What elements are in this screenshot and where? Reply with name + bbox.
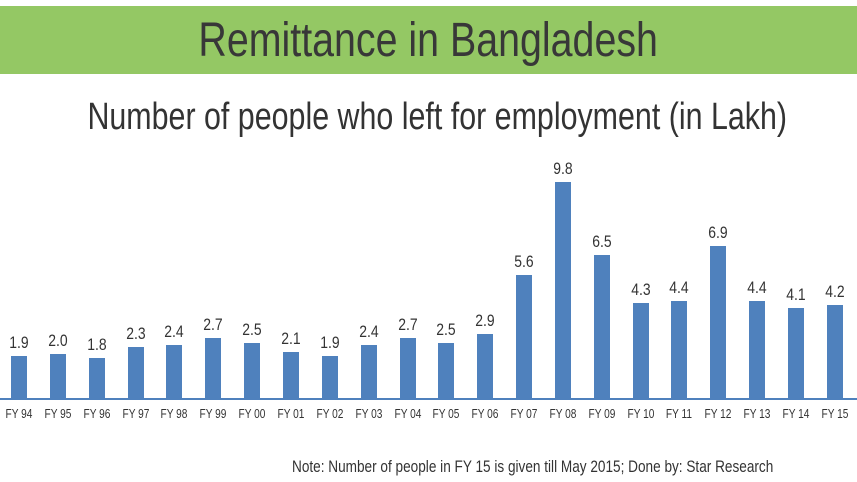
x-tick-label: FY 96: [83, 406, 111, 421]
bar: [205, 338, 222, 398]
chart-title: Number of people who left for employment…: [0, 96, 857, 139]
bar: [244, 342, 261, 398]
bar: [593, 254, 610, 398]
data-label: 4.1: [786, 284, 806, 304]
x-tick-label: FY 99: [199, 406, 227, 421]
page-title: Remittance in Bangladesh: [198, 13, 659, 67]
data-label: 2.5: [436, 319, 457, 339]
bar: [516, 274, 533, 398]
x-tick-label: FY 04: [394, 406, 421, 421]
bar: [360, 345, 377, 398]
data-label: 1.9: [9, 333, 29, 353]
x-tick-label: FY 98: [160, 406, 188, 421]
bar: [166, 345, 183, 398]
x-tick-label: FY 15: [821, 406, 849, 421]
bar: [282, 351, 299, 398]
x-tick-label: FY 09: [588, 406, 616, 421]
data-label: 6.9: [708, 222, 728, 242]
bar: [477, 334, 494, 398]
x-tick-label: FY 05: [432, 406, 460, 421]
data-label: 6.5: [592, 231, 612, 251]
bar: [88, 358, 105, 398]
x-tick-label: FY 06: [471, 406, 499, 421]
x-tick-label: FY 14: [782, 406, 810, 421]
data-label: 5.6: [514, 251, 534, 271]
x-tick-label: FY 07: [510, 406, 538, 421]
data-label: 2.3: [125, 324, 146, 344]
bar: [321, 356, 338, 398]
bar: [127, 347, 144, 398]
x-tick-label: FY 00: [238, 406, 266, 421]
data-label: 4.4: [669, 277, 690, 297]
x-tick-label: FY 97: [122, 406, 149, 421]
data-label: 2.4: [164, 322, 185, 342]
data-label: 2.1: [281, 328, 301, 348]
bar: [554, 181, 571, 398]
x-tick-label: FY 95: [44, 406, 72, 421]
data-label: 1.8: [86, 335, 107, 355]
data-label: 4.4: [747, 277, 767, 297]
x-tick-label: FY 01: [277, 406, 305, 421]
bar: [749, 300, 766, 398]
x-axis-line: [0, 398, 857, 400]
bar: [826, 305, 843, 398]
data-label: 2.7: [397, 315, 418, 335]
bar: [49, 353, 66, 398]
x-tick-label: FY 02: [316, 406, 344, 421]
data-label: 2.5: [242, 319, 262, 339]
x-tick-label: FY 12: [704, 406, 732, 421]
data-label: 4.2: [825, 282, 845, 302]
x-tick-label: FY 10: [627, 406, 655, 421]
bar: [438, 342, 455, 398]
data-label: 4.3: [630, 280, 651, 300]
bar: [632, 303, 649, 398]
data-label: 2.9: [475, 311, 495, 331]
bar: [399, 338, 416, 398]
x-tick-label: FY 03: [355, 406, 383, 421]
x-tick-label: FY 94: [5, 406, 33, 421]
footer-note: Note: Number of people in FY 15 is given…: [292, 457, 774, 476]
data-label: 2.7: [203, 315, 223, 335]
bar: [671, 300, 688, 398]
bar: [710, 245, 727, 398]
x-tick-label: FY 08: [549, 406, 577, 421]
bar: [788, 307, 804, 398]
data-label: 2.4: [358, 322, 379, 342]
bar: [11, 356, 27, 398]
chart-title-text: Number of people who left for employment…: [87, 96, 787, 138]
x-tick-label: FY 11: [666, 406, 693, 421]
title-banner: Remittance in Bangladesh: [0, 6, 857, 74]
data-label: 2.0: [48, 330, 68, 350]
x-tick-label: FY 13: [743, 406, 771, 421]
data-label: 9.8: [553, 158, 573, 178]
data-label: 1.9: [320, 333, 340, 353]
